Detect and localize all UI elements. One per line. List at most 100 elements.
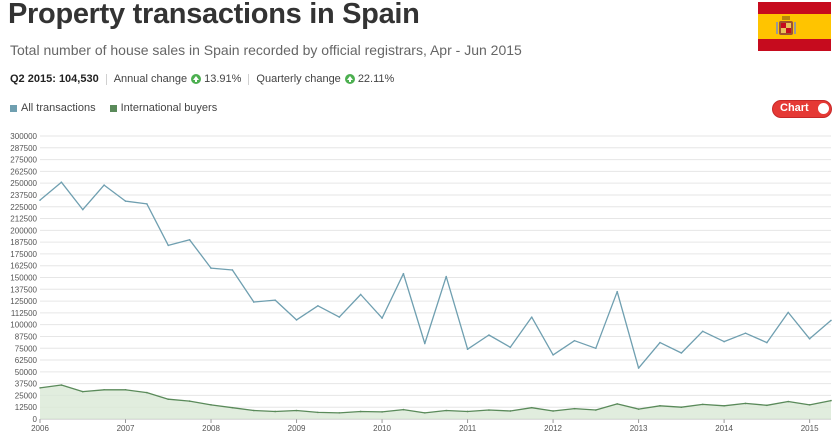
data-point bbox=[573, 407, 576, 410]
y-tick-label: 212500 bbox=[10, 215, 37, 224]
quarterly-change-value: 22.11% bbox=[357, 73, 395, 85]
data-point bbox=[295, 319, 298, 321]
y-tick-label: 175000 bbox=[10, 250, 37, 259]
y-tick-label: 287500 bbox=[10, 144, 37, 153]
data-point bbox=[359, 410, 362, 413]
y-tick-label: 150000 bbox=[10, 274, 37, 283]
x-tick-label: 2010 bbox=[373, 424, 391, 433]
data-point bbox=[146, 203, 148, 205]
data-point bbox=[252, 409, 255, 412]
data-point bbox=[231, 269, 234, 271]
y-tick-label: 162500 bbox=[10, 262, 37, 271]
data-point bbox=[124, 200, 127, 202]
data-point bbox=[595, 347, 597, 350]
data-point bbox=[808, 338, 811, 340]
period-label: Q2 2015: bbox=[10, 73, 56, 85]
data-point bbox=[723, 340, 725, 343]
flag-stripe-middle bbox=[758, 14, 831, 39]
data-point bbox=[381, 411, 383, 413]
data-point bbox=[317, 411, 319, 414]
data-point bbox=[637, 367, 640, 369]
data-point bbox=[530, 406, 533, 409]
data-point bbox=[146, 391, 148, 394]
data-point bbox=[466, 348, 469, 350]
annual-change-label: Annual change bbox=[113, 73, 188, 85]
quarterly-change-label: Quarterly change bbox=[256, 73, 341, 85]
x-tick-label: 2015 bbox=[801, 424, 819, 433]
toggle-knob bbox=[818, 103, 829, 114]
y-tick-label: 125000 bbox=[10, 297, 37, 306]
y-tick-label: 225000 bbox=[10, 203, 37, 212]
data-point bbox=[359, 293, 362, 296]
data-point bbox=[167, 398, 170, 400]
data-point bbox=[338, 412, 341, 414]
flag-stripe-top bbox=[758, 2, 831, 14]
data-point bbox=[659, 404, 661, 407]
x-tick-label: 2011 bbox=[459, 424, 477, 433]
data-point bbox=[680, 406, 683, 409]
y-tick-label: 75000 bbox=[15, 344, 38, 353]
y-tick-label: 237500 bbox=[10, 191, 37, 200]
data-point bbox=[701, 330, 704, 333]
y-tick-label: 100000 bbox=[10, 321, 37, 330]
data-point bbox=[103, 184, 105, 186]
annual-change: 13.91% bbox=[187, 73, 241, 85]
data-point bbox=[188, 400, 191, 402]
x-tick-label: 2014 bbox=[715, 424, 733, 433]
x-tick-label: 2013 bbox=[630, 424, 648, 433]
page-title: Property transactions in Spain bbox=[8, 0, 420, 30]
y-tick-label: 112500 bbox=[11, 309, 38, 318]
data-point bbox=[573, 339, 576, 342]
y-tick-label: 50000 bbox=[15, 368, 38, 377]
data-point bbox=[424, 342, 426, 345]
data-point bbox=[466, 410, 469, 413]
data-point bbox=[830, 319, 832, 322]
y-tick-label: 250000 bbox=[10, 179, 37, 188]
flag-stripe-bottom bbox=[758, 39, 831, 51]
data-point bbox=[445, 275, 447, 278]
period-value: 104,530 bbox=[58, 73, 99, 85]
data-point bbox=[231, 406, 234, 409]
y-tick-label: 300000 bbox=[10, 132, 37, 141]
x-tick-label: 2008 bbox=[202, 424, 220, 433]
data-point bbox=[81, 390, 84, 393]
line-chart: 0 12500 25000 37500 50000 62500 75000 87500 1000… bbox=[10, 132, 832, 433]
data-point bbox=[60, 384, 63, 386]
data-point bbox=[167, 244, 170, 247]
x-tick-label: 2012 bbox=[544, 424, 562, 433]
data-point bbox=[659, 341, 661, 344]
annual-change-value: 13.91% bbox=[204, 73, 242, 85]
x-tick-label: 2006 bbox=[31, 424, 49, 433]
legend-item-all-transactions[interactable]: All transactions bbox=[10, 102, 96, 114]
data-point bbox=[210, 267, 212, 269]
y-tick-label: 262500 bbox=[10, 167, 37, 176]
data-point bbox=[509, 346, 512, 349]
data-point bbox=[766, 341, 768, 344]
legend-label: International buyers bbox=[120, 102, 218, 114]
divider bbox=[248, 73, 250, 85]
data-point bbox=[616, 403, 619, 405]
legend-item-international-buyers[interactable]: International buyers bbox=[109, 102, 218, 114]
y-tick-label: 62500 bbox=[15, 356, 38, 365]
x-tick-label: 2009 bbox=[288, 424, 306, 433]
data-point bbox=[252, 301, 255, 303]
data-point bbox=[830, 399, 832, 402]
page-subtitle: Total number of house sales in Spain rec… bbox=[10, 42, 522, 58]
data-point bbox=[274, 299, 276, 301]
chart-view-toggle[interactable]: Chart bbox=[772, 100, 832, 118]
data-point bbox=[210, 404, 212, 406]
legend-swatch bbox=[10, 104, 17, 112]
data-point bbox=[787, 311, 790, 314]
y-tick-label: 12500 bbox=[15, 403, 38, 412]
data-point bbox=[60, 181, 63, 184]
series-line-international-buyers bbox=[39, 384, 832, 414]
data-point bbox=[81, 208, 84, 211]
data-point bbox=[445, 409, 447, 412]
data-point bbox=[595, 409, 597, 411]
data-point bbox=[680, 352, 683, 354]
stats-bar: Q2 2015: 104,530 Annual change 13.91% Qu… bbox=[10, 73, 394, 85]
x-tick-label: 2007 bbox=[117, 424, 135, 433]
y-tick-label: 275000 bbox=[10, 156, 37, 165]
data-point bbox=[701, 403, 704, 406]
data-point bbox=[616, 290, 619, 293]
